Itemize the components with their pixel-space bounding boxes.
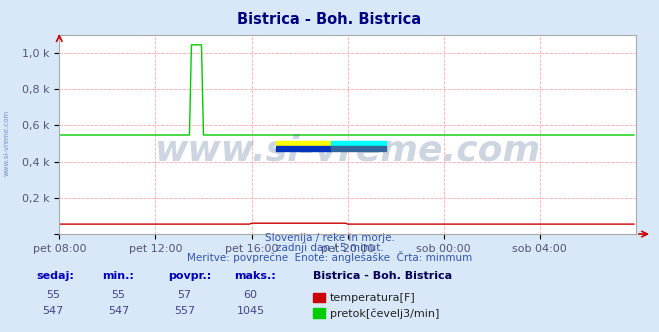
Text: 57: 57 [177,290,192,300]
Text: zadnji dan / 5 minut.: zadnji dan / 5 minut. [275,243,384,253]
Text: Slovenija / reke in morje.: Slovenija / reke in morje. [264,233,395,243]
Bar [275,141,331,146]
Bar [331,141,386,146]
Text: 1045: 1045 [237,306,264,316]
Text: Bistrica - Boh. Bistrica: Bistrica - Boh. Bistrica [313,271,452,281]
Text: www.si-vreme.com: www.si-vreme.com [155,133,540,167]
Text: 547: 547 [108,306,129,316]
Text: maks.:: maks.: [234,271,275,281]
Text: pretok[čevelj3/min]: pretok[čevelj3/min] [330,308,440,319]
Text: 60: 60 [243,290,258,300]
Text: 55: 55 [111,290,126,300]
Text: povpr.:: povpr.: [168,271,212,281]
Text: www.si-vreme.com: www.si-vreme.com [3,110,9,176]
Text: temperatura[F]: temperatura[F] [330,293,416,303]
Text: 547: 547 [42,306,63,316]
Text: 557: 557 [174,306,195,316]
Text: sedaj:: sedaj: [36,271,74,281]
Text: Meritve: povprečne  Enote: anglešaške  Črta: minmum: Meritve: povprečne Enote: anglešaške Črt… [187,251,472,263]
Bar [331,146,386,151]
Text: 55: 55 [45,290,60,300]
Text: min.:: min.: [102,271,134,281]
Text: Bistrica - Boh. Bistrica: Bistrica - Boh. Bistrica [237,12,422,27]
Bar [275,146,331,151]
